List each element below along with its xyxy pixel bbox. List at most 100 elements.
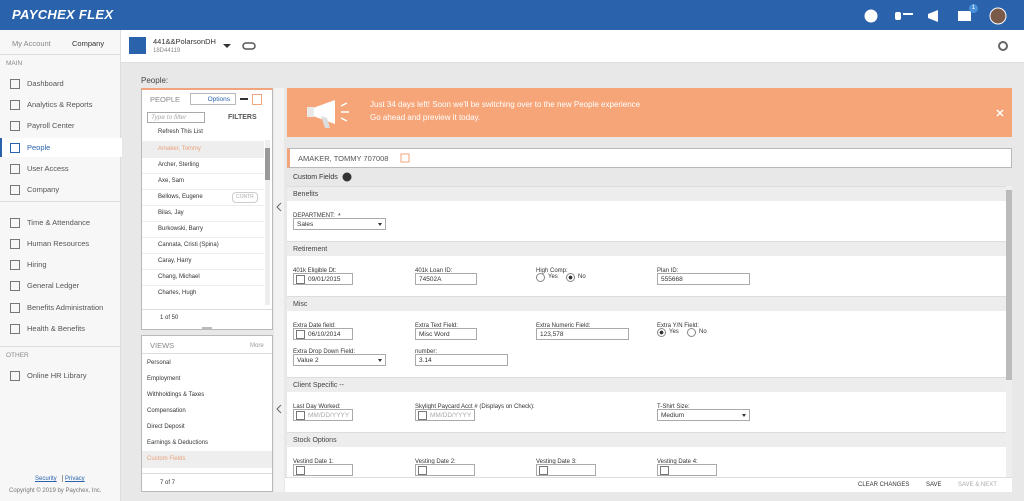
action-button[interactable]: SAVE: [926, 482, 942, 488]
person[interactable]: Chang, Michael: [158, 274, 200, 280]
company-id: 18D44119: [153, 48, 181, 54]
field-label: Extra Date field:: [293, 323, 336, 329]
nav-item[interactable]: Human Resources: [27, 238, 90, 248]
scroll-thumb[interactable]: [1006, 190, 1012, 380]
field-value: 555668: [661, 276, 683, 283]
nav-item[interactable]: General Ledger: [27, 281, 80, 291]
nav-icon: [10, 260, 20, 271]
person[interactable]: Axe, Sam: [158, 178, 185, 184]
announce-icon[interactable]: [928, 10, 938, 22]
view-item[interactable]: Earnings & Deductions: [147, 440, 209, 446]
text-input[interactable]: 74502A: [415, 273, 477, 285]
filter-input[interactable]: Type to filter: [147, 112, 205, 123]
filters-button[interactable]: FILTERS: [228, 114, 257, 121]
view-item[interactable]: Compensation: [147, 408, 186, 414]
view-item[interactable]: Employment: [147, 376, 181, 382]
text-input[interactable]: 555668: [657, 273, 750, 285]
collapse-arrow[interactable]: [276, 404, 282, 414]
view-item[interactable]: Personal: [147, 360, 171, 366]
person[interactable]: Caray, Harry: [158, 258, 192, 264]
text-input[interactable]: Misc Word: [415, 328, 477, 340]
help-icon[interactable]: [342, 172, 352, 182]
person[interactable]: Archer, Sterling: [158, 162, 200, 168]
nav-item[interactable]: User Access: [27, 163, 69, 173]
radio[interactable]: [536, 273, 545, 282]
radio[interactable]: [687, 328, 696, 337]
person[interactable]: Amaker, Tommy: [158, 146, 201, 152]
person[interactable]: Burkowski, Barry: [158, 226, 204, 232]
avatar[interactable]: [989, 7, 1007, 25]
radio[interactable]: [566, 273, 575, 282]
view-item[interactable]: Direct Deposit: [147, 424, 185, 430]
add-button[interactable]: [240, 98, 248, 100]
select-input[interactable]: Medium: [657, 409, 750, 421]
text-input[interactable]: 3.14: [415, 354, 508, 366]
company-dropdown[interactable]: [223, 44, 231, 48]
nav-icon: [10, 100, 20, 111]
person[interactable]: Charles, Hugh: [158, 290, 197, 296]
account-tab[interactable]: Company: [72, 39, 105, 48]
people-icon[interactable]: [895, 12, 901, 20]
nav-item[interactable]: Online HR Library: [27, 371, 87, 380]
date-input[interactable]: [657, 464, 717, 476]
field-label: Extra Y/N Field:: [657, 323, 699, 329]
banner-close[interactable]: [996, 109, 1004, 117]
footer-link[interactable]: Privacy: [65, 476, 85, 482]
date-input[interactable]: MM/DD/YYYY: [293, 409, 353, 421]
field-label: Extra Drop Down Field:: [293, 349, 356, 355]
field-label: Plan ID:: [657, 268, 679, 274]
calendar-icon[interactable]: [400, 153, 410, 163]
person[interactable]: Bellows, Eugene: [158, 194, 203, 200]
select-arrow: [378, 223, 382, 226]
nav-item[interactable]: Company: [27, 185, 60, 194]
banner: Just 34 days left! Soon we'll be switchi…: [287, 88, 1012, 137]
nav-item[interactable]: Dashboard: [27, 79, 64, 88]
view-item[interactable]: Custom Fields: [147, 456, 186, 462]
link-icon[interactable]: [242, 42, 256, 50]
text-input[interactable]: 123,578: [536, 328, 629, 340]
nav-item[interactable]: Analytics & Reports: [27, 100, 93, 110]
logo[interactable]: PAYCHEX FLEX: [12, 7, 114, 22]
nav-item[interactable]: Hiring: [27, 260, 47, 270]
company-name[interactable]: 441&&PolarsonDH: [153, 37, 216, 46]
footer-link[interactable]: Security: [35, 476, 57, 482]
date-input[interactable]: MM/DD/YYYY: [415, 409, 475, 421]
help-icon[interactable]: [864, 9, 878, 23]
options-button[interactable]: Options: [190, 93, 236, 105]
collapse-arrow[interactable]: [276, 202, 282, 212]
collapse-handle: [274, 88, 284, 492]
account-tab[interactable]: My Account: [12, 39, 51, 48]
person[interactable]: Cannata, Cristi (Spina): [158, 242, 219, 248]
date-icon: [296, 275, 305, 284]
list-scroll-thumb[interactable]: [265, 148, 270, 180]
section-header: [287, 377, 1006, 392]
date-input[interactable]: 06/10/2014: [293, 328, 353, 340]
grip[interactable]: [202, 327, 212, 329]
more-button[interactable]: More: [250, 343, 264, 349]
radio[interactable]: [657, 328, 666, 337]
section-header: [287, 432, 1006, 447]
nav-item[interactable]: Payroll Center: [27, 121, 75, 131]
list-row: [142, 285, 264, 302]
section-title: Client Specific --: [293, 382, 344, 389]
date-input[interactable]: [536, 464, 596, 476]
nav-item[interactable]: Health & Benefits: [27, 323, 85, 333]
view-row: [142, 451, 272, 468]
view-item[interactable]: Withholdings & Taxes: [147, 392, 205, 398]
nav-item[interactable]: People: [27, 142, 51, 152]
calendar-button[interactable]: [252, 94, 262, 105]
select-input[interactable]: Sales: [293, 218, 386, 230]
action-button[interactable]: CLEAR CHANGES: [858, 482, 910, 488]
person[interactable]: Bilas, Jay: [158, 210, 184, 216]
date-input[interactable]: 09/01/2015: [293, 273, 353, 285]
nav-icon: [10, 302, 20, 313]
select-input[interactable]: Value 2: [293, 354, 386, 366]
people-panel: PEOPLE Options Type to filter FILTERS Refres…: [141, 88, 273, 330]
settings-icon[interactable]: [997, 40, 1009, 52]
refresh[interactable]: Refresh This List: [158, 129, 203, 135]
date-input[interactable]: [415, 464, 475, 476]
nav-item[interactable]: Benefits Administration: [27, 302, 104, 312]
nav-item[interactable]: Time & Attendance: [27, 217, 91, 227]
date-input[interactable]: [293, 464, 353, 476]
mail-icon[interactable]: [958, 11, 971, 21]
